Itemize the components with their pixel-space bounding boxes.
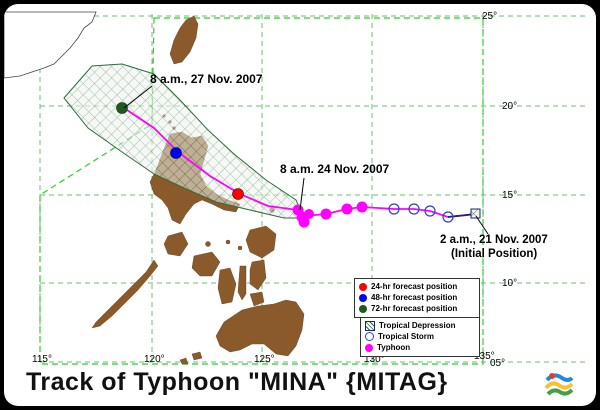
legend-item-depression: Tropical Depression <box>365 320 455 331</box>
lon-tick-120: 120° <box>144 354 165 365</box>
legend-item-storm: Tropical Storm <box>365 331 434 342</box>
position-24nov-annotation: 8 a.m. 24 Nov. 2007 <box>280 162 390 176</box>
observed-track-line <box>297 206 477 218</box>
forecast-72hr-marker <box>116 102 128 114</box>
lat-tick-10: 10° <box>502 278 518 289</box>
initial-position-date: 2 a.m., 21 Nov. 2007 <box>440 234 548 246</box>
red-dot-icon <box>359 282 367 291</box>
lon-tick-135: 135° <box>474 351 495 362</box>
lat-tick-20: 20° <box>502 101 518 112</box>
forecast-24hr-marker <box>232 188 244 200</box>
blue-dot-icon <box>359 293 367 302</box>
tropical-storm-points <box>388 203 454 223</box>
pagasa-logo-icon <box>544 372 574 396</box>
legend-label-24hr: 24-hr forecast position <box>371 282 458 291</box>
legend-label-72hr: 72-hr forecast position <box>371 304 458 313</box>
green-dot-icon <box>359 304 367 313</box>
forecast-legend: 24-hr forecast position 48-hr forecast p… <box>354 278 480 318</box>
tropical-depression-point <box>470 208 481 219</box>
legend-label-depression: Tropical Depression <box>379 321 456 330</box>
lon-tick-125: 125° <box>254 354 275 365</box>
typhoon-track-map <box>4 11 589 365</box>
initial-position-label: (Initial Position) <box>451 248 538 260</box>
lat-tick-15: 15° <box>502 190 518 201</box>
legend-item-24hr: 24-hr forecast position <box>359 281 457 292</box>
forecast-48hr-marker <box>170 147 182 159</box>
typhoon-points <box>292 201 368 228</box>
filled-magenta-circle-icon <box>365 343 373 352</box>
hatched-square-icon <box>365 320 375 331</box>
legend-item-72hr: 72-hr forecast position <box>359 303 457 314</box>
lon-tick-130: 130° <box>364 354 385 365</box>
map-frame: 25° 20° 15° 10° 05° 115° 120° 125° 130° … <box>4 4 596 406</box>
annotation-leaders <box>123 85 489 235</box>
intensity-legend: Tropical Depression Tropical Storm Typho… <box>360 317 480 357</box>
lat-tick-25: 25° <box>482 11 498 22</box>
legend-item-48hr: 48-hr forecast position <box>359 292 457 303</box>
forecast-track-line <box>123 107 299 211</box>
map-title: Track of Typhoon "MINA" {MITAG} <box>26 368 448 396</box>
legend-item-typhoon: Typhoon <box>365 342 410 353</box>
legend-label-typhoon: Typhoon <box>377 343 411 352</box>
open-circle-icon <box>365 332 374 341</box>
legend-label-48hr: 48-hr forecast position <box>371 293 458 302</box>
lon-tick-115: 115° <box>32 354 52 365</box>
legend-label-storm: Tropical Storm <box>378 332 435 341</box>
lat-tick-05: 05° <box>490 358 506 369</box>
forecast-72hr-annotation: 8 a.m., 27 Nov. 2007 <box>150 72 263 86</box>
